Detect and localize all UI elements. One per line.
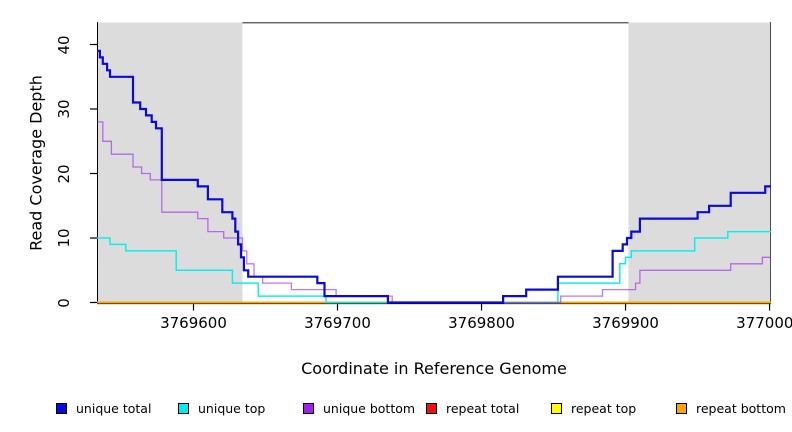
series-line-unique-bottom [97,121,771,304]
x-tick-label: 3769700 [304,314,371,332]
x-tick-label: 3769600 [160,314,227,332]
x-tick-label: 3769800 [448,314,515,332]
legend-swatch-unique-top [178,402,189,414]
legend-swatch-repeat-total [426,402,437,414]
legend-label: repeat top [571,400,637,416]
legend-label: unique bottom [323,400,416,416]
chart-canvas [90,22,771,311]
legend-label: repeat total [446,400,520,416]
y-axis-title: Read Coverage Depth [26,75,46,251]
legend-item-unique-top: unique top [178,400,266,416]
left-shaded-region [97,22,243,303]
legend-item-unique-bottom: unique bottom [303,400,416,416]
y-tick-label: 40 [55,34,73,55]
legend-label: repeat bottom [696,400,786,416]
y-tick-label: 10 [55,228,73,248]
y-tick-label: 30 [55,99,73,119]
legend-swatch-unique-bottom [303,402,314,414]
plot-area [90,22,771,311]
legend-item-unique-total: unique total [56,400,152,416]
y-tick-label: 0 [55,297,73,308]
legend-item-repeat-bottom: repeat bottom [676,400,786,416]
legend-swatch-unique-total [56,402,67,414]
y-tick-label: 20 [55,163,73,184]
legend-label: unique total [76,400,152,416]
series-line-unique-total [97,49,771,304]
legend-item-repeat-top: repeat top [551,400,637,416]
x-tick-label: 3769900 [592,314,659,332]
legend-swatch-repeat-top [551,402,562,414]
right-shaded-region [628,22,771,303]
legend-item-repeat-total: repeat total [426,400,520,416]
x-axis-title: Coordinate in Reference Genome [301,359,567,378]
legend-swatch-repeat-bottom [676,402,687,414]
legend-label: unique top [198,400,266,416]
